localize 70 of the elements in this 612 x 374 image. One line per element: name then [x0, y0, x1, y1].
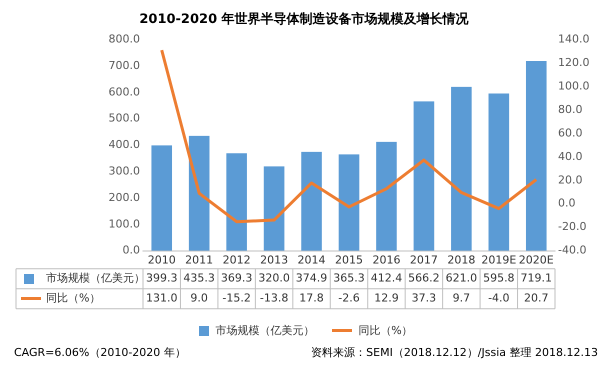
data-label: 566.2 [408, 272, 440, 285]
data-label: 20.7 [524, 292, 549, 305]
y2-tick-label: 20.0 [558, 173, 582, 186]
y-tick-label: 400.0 [108, 138, 140, 152]
bar [338, 154, 360, 251]
x-tick-label: 2020E [518, 253, 554, 266]
y-tick-label: 800.0 [108, 32, 140, 46]
y-tick-label: 500.0 [108, 112, 140, 125]
bar [451, 86, 472, 251]
y-tick-label: 300.0 [108, 164, 140, 178]
text: 资料来源：SEMI（2018.12.12）/Jssia 整理 2018.12.13 [311, 345, 598, 360]
data-label: 9.0 [190, 292, 208, 305]
x-tick-label: 2014 [298, 253, 326, 266]
data-label: 719.1 [520, 272, 552, 285]
y-tick-label: 700.0 [108, 58, 140, 72]
data-label: 435.3 [183, 272, 215, 285]
bar [226, 153, 247, 251]
data-label: 12.9 [374, 292, 399, 305]
x-tick-label: 2017 [410, 253, 438, 266]
x-tick-label: 2013 [260, 253, 288, 266]
y-tick-label: 0.0 [122, 244, 140, 257]
data-label: -4.0 [488, 292, 510, 305]
bar [414, 101, 434, 251]
y2-tick-label: 120.0 [558, 56, 590, 69]
data-label: 595.8 [483, 272, 515, 285]
bar [376, 142, 397, 251]
x-tick-label: 2010 [148, 253, 176, 266]
x-tick-label: 2012 [222, 253, 251, 266]
bar [526, 60, 547, 251]
y-tick-label: 100.0 [108, 217, 140, 230]
legend-label: 市场规模（亿美元） [46, 272, 145, 285]
legend-label: 同比（%） [46, 292, 100, 305]
x-tick-label: 2018 [447, 253, 476, 266]
y2-tick-label: 80.0 [558, 102, 582, 116]
text: CAGR=6.06%（2010-2020 年） [14, 345, 186, 360]
bar [301, 152, 322, 251]
bar [264, 166, 284, 251]
data-label: 365.3 [333, 272, 365, 285]
y2-tick-label: 0.0 [558, 196, 576, 210]
data-label: 17.8 [299, 292, 324, 305]
data-label: 320.0 [258, 272, 290, 285]
y2-tick-label: 100.0 [558, 79, 590, 92]
data-label: 412.4 [370, 272, 402, 285]
data-label: 621.0 [446, 272, 478, 285]
data-label: -2.6 [338, 292, 360, 305]
x-tick-label: 2019E [481, 253, 516, 266]
y2-tick-label: 40.0 [558, 150, 582, 163]
data-label: 9.7 [452, 292, 470, 305]
bar [151, 145, 172, 251]
data-label: 399.3 [146, 272, 178, 285]
y-tick-label: 200.0 [108, 190, 140, 204]
x-tick-label: 2011 [185, 253, 214, 266]
y2-tick-label: -20.0 [558, 220, 586, 234]
chart-title: 2010-2020 年世界半导体制造设备市场规模及增长情况 [139, 11, 470, 28]
bar [188, 136, 210, 251]
text: 同比（%） [358, 324, 413, 337]
data-label: 369.3 [220, 272, 252, 285]
y2-tick-label: -40.0 [558, 244, 586, 257]
data-label: 131.0 [146, 292, 178, 305]
y2-tick-label: 140.0 [558, 32, 590, 46]
data-label: -15.2 [222, 292, 251, 305]
y2-tick-label: 60.0 [558, 126, 582, 140]
x-tick-label: 2015 [335, 253, 363, 266]
y-tick-label: 600.0 [108, 85, 140, 98]
data-label: 37.3 [412, 292, 436, 305]
data-label: 374.9 [296, 272, 328, 285]
text: 市场规模（亿美元） [215, 324, 314, 337]
bar [488, 94, 510, 251]
data-label: -13.8 [260, 292, 288, 305]
x-tick-label: 2016 [372, 253, 400, 266]
